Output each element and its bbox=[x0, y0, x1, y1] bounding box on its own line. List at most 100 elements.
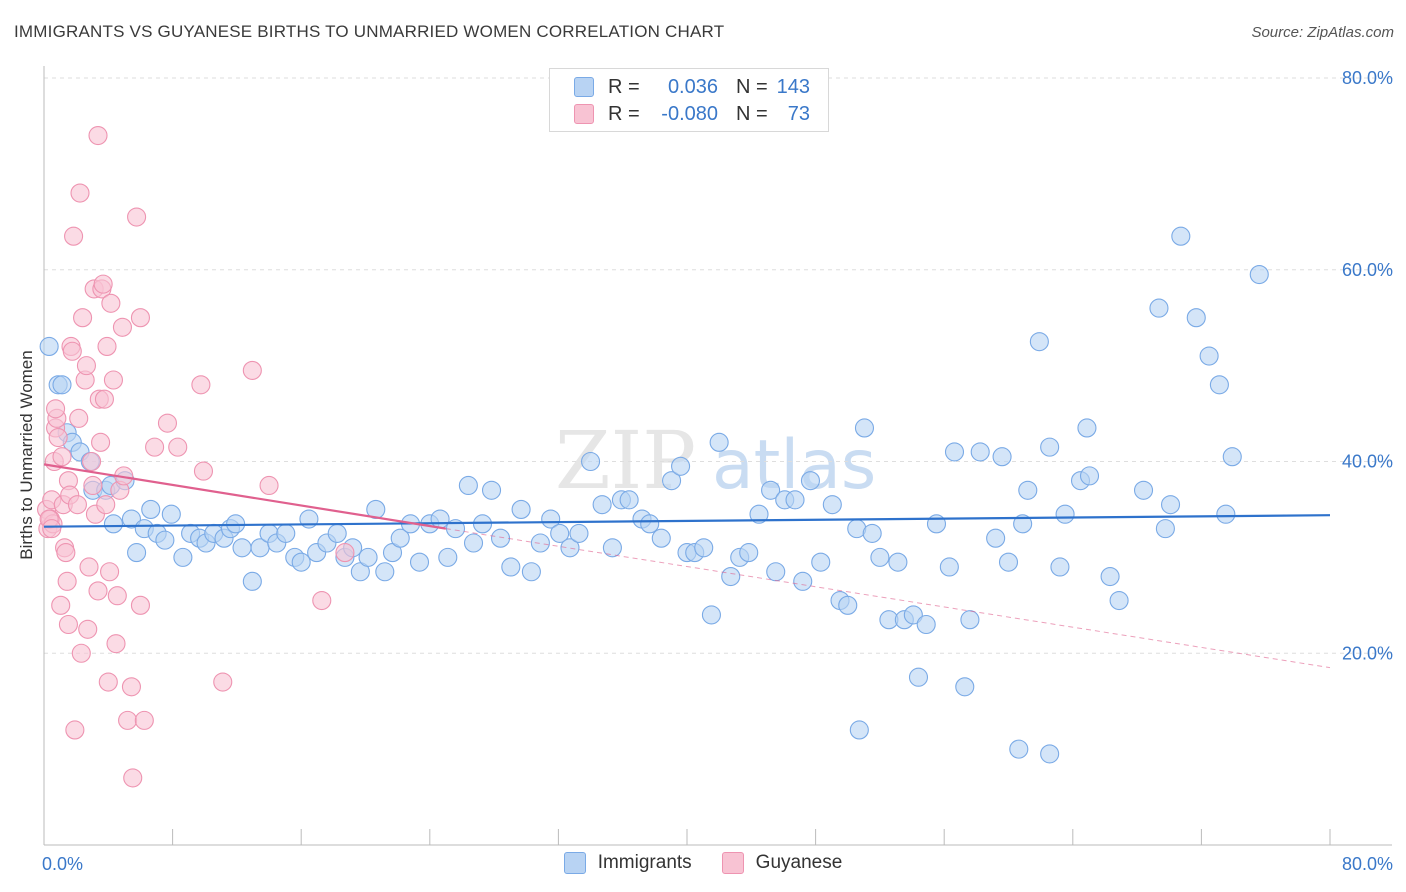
data-point bbox=[57, 571, 77, 591]
data-point bbox=[1160, 495, 1181, 515]
data-point bbox=[550, 523, 570, 543]
trend-line bbox=[43, 463, 447, 530]
data-point bbox=[1171, 226, 1191, 246]
data-point bbox=[390, 528, 410, 548]
r-value: -0.080 bbox=[661, 102, 718, 125]
data-point bbox=[651, 528, 671, 548]
data-point bbox=[83, 475, 103, 496]
data-point bbox=[98, 672, 118, 692]
data-point bbox=[62, 341, 82, 361]
data-point bbox=[69, 408, 89, 428]
data-point bbox=[46, 399, 66, 419]
data-point bbox=[1050, 557, 1070, 577]
guyanese-legend-icon bbox=[721, 852, 744, 874]
data-point bbox=[121, 509, 141, 529]
data-point bbox=[409, 552, 430, 572]
data-point bbox=[761, 480, 781, 500]
n-value: 73 bbox=[787, 102, 810, 125]
data-point bbox=[438, 547, 458, 567]
y-tick-label: 20.0% bbox=[1342, 643, 1393, 663]
data-point bbox=[232, 538, 252, 558]
data-point bbox=[916, 614, 936, 635]
data-point bbox=[793, 571, 813, 591]
data-point bbox=[100, 562, 120, 582]
data-point bbox=[1079, 466, 1100, 486]
data-point bbox=[101, 293, 121, 313]
data-point bbox=[709, 432, 729, 452]
data-point bbox=[94, 389, 114, 409]
data-point bbox=[1216, 504, 1236, 524]
data-point bbox=[955, 677, 975, 697]
data-point bbox=[602, 538, 622, 558]
data-point bbox=[155, 530, 175, 550]
data-point bbox=[107, 586, 127, 606]
x-tick-label: 80.0% bbox=[1342, 854, 1393, 874]
legend-row-immigrants: R = 0.036 N = 143 bbox=[574, 74, 810, 100]
data-point bbox=[118, 710, 138, 730]
data-point bbox=[56, 543, 76, 563]
data-point bbox=[168, 437, 188, 457]
data-point bbox=[58, 614, 78, 635]
data-point bbox=[1009, 739, 1029, 759]
data-point bbox=[1149, 298, 1169, 318]
data-point bbox=[694, 538, 714, 558]
data-point bbox=[903, 605, 923, 625]
data-point bbox=[51, 595, 71, 615]
data-point bbox=[1222, 447, 1242, 467]
data-point bbox=[822, 495, 842, 515]
data-point bbox=[73, 308, 93, 328]
n-value: 143 bbox=[776, 75, 810, 98]
data-point bbox=[193, 461, 214, 481]
data-point bbox=[908, 667, 929, 687]
legend-label-guyanese: Guyanese bbox=[755, 852, 843, 873]
data-point bbox=[161, 504, 181, 524]
data-point bbox=[1209, 375, 1229, 395]
data-point bbox=[312, 590, 332, 611]
data-point bbox=[569, 523, 589, 543]
r-label: R = bbox=[608, 75, 640, 98]
data-point bbox=[276, 523, 296, 543]
data-point bbox=[1018, 480, 1038, 500]
legend-item-immigrants[interactable]: Immigrants bbox=[563, 852, 692, 874]
data-point bbox=[1100, 566, 1120, 587]
data-point bbox=[501, 557, 521, 577]
data-point bbox=[112, 317, 132, 337]
data-point bbox=[944, 442, 965, 462]
data-point bbox=[854, 418, 875, 438]
data-point bbox=[939, 557, 959, 577]
series-immigrants bbox=[39, 226, 1269, 764]
data-point bbox=[327, 523, 347, 543]
legend-item-guyanese[interactable]: Guyanese bbox=[721, 852, 843, 874]
source-label: Source: ZipAtlas.com bbox=[1251, 24, 1394, 41]
data-point bbox=[521, 562, 541, 582]
immigrants-legend-icon bbox=[563, 852, 586, 874]
data-point bbox=[749, 504, 769, 524]
data-point bbox=[71, 643, 91, 663]
data-point bbox=[291, 552, 311, 572]
data-point bbox=[960, 610, 980, 630]
data-point bbox=[1077, 418, 1097, 438]
data-point bbox=[592, 495, 612, 515]
correlation-legend: R = 0.036 N = 143 R = -0.080 N = 73 bbox=[549, 68, 829, 132]
data-point bbox=[811, 552, 831, 572]
data-point bbox=[145, 437, 165, 457]
data-point bbox=[1186, 308, 1206, 328]
data-point bbox=[88, 581, 108, 601]
data-point bbox=[1199, 346, 1219, 366]
legend-row-guyanese: R = -0.080 N = 73 bbox=[574, 101, 810, 127]
data-point bbox=[1109, 590, 1129, 611]
r-value: 0.036 bbox=[667, 75, 718, 98]
data-point bbox=[226, 514, 246, 534]
data-point bbox=[800, 471, 821, 491]
data-point bbox=[463, 533, 484, 553]
data-point bbox=[134, 710, 154, 730]
data-point bbox=[64, 226, 84, 246]
data-point bbox=[191, 375, 211, 395]
data-point bbox=[849, 720, 869, 740]
data-point bbox=[82, 451, 102, 472]
data-point bbox=[1155, 519, 1175, 539]
data-point bbox=[141, 499, 161, 519]
y-tick-label: 80.0% bbox=[1342, 68, 1393, 88]
data-point bbox=[242, 360, 262, 380]
